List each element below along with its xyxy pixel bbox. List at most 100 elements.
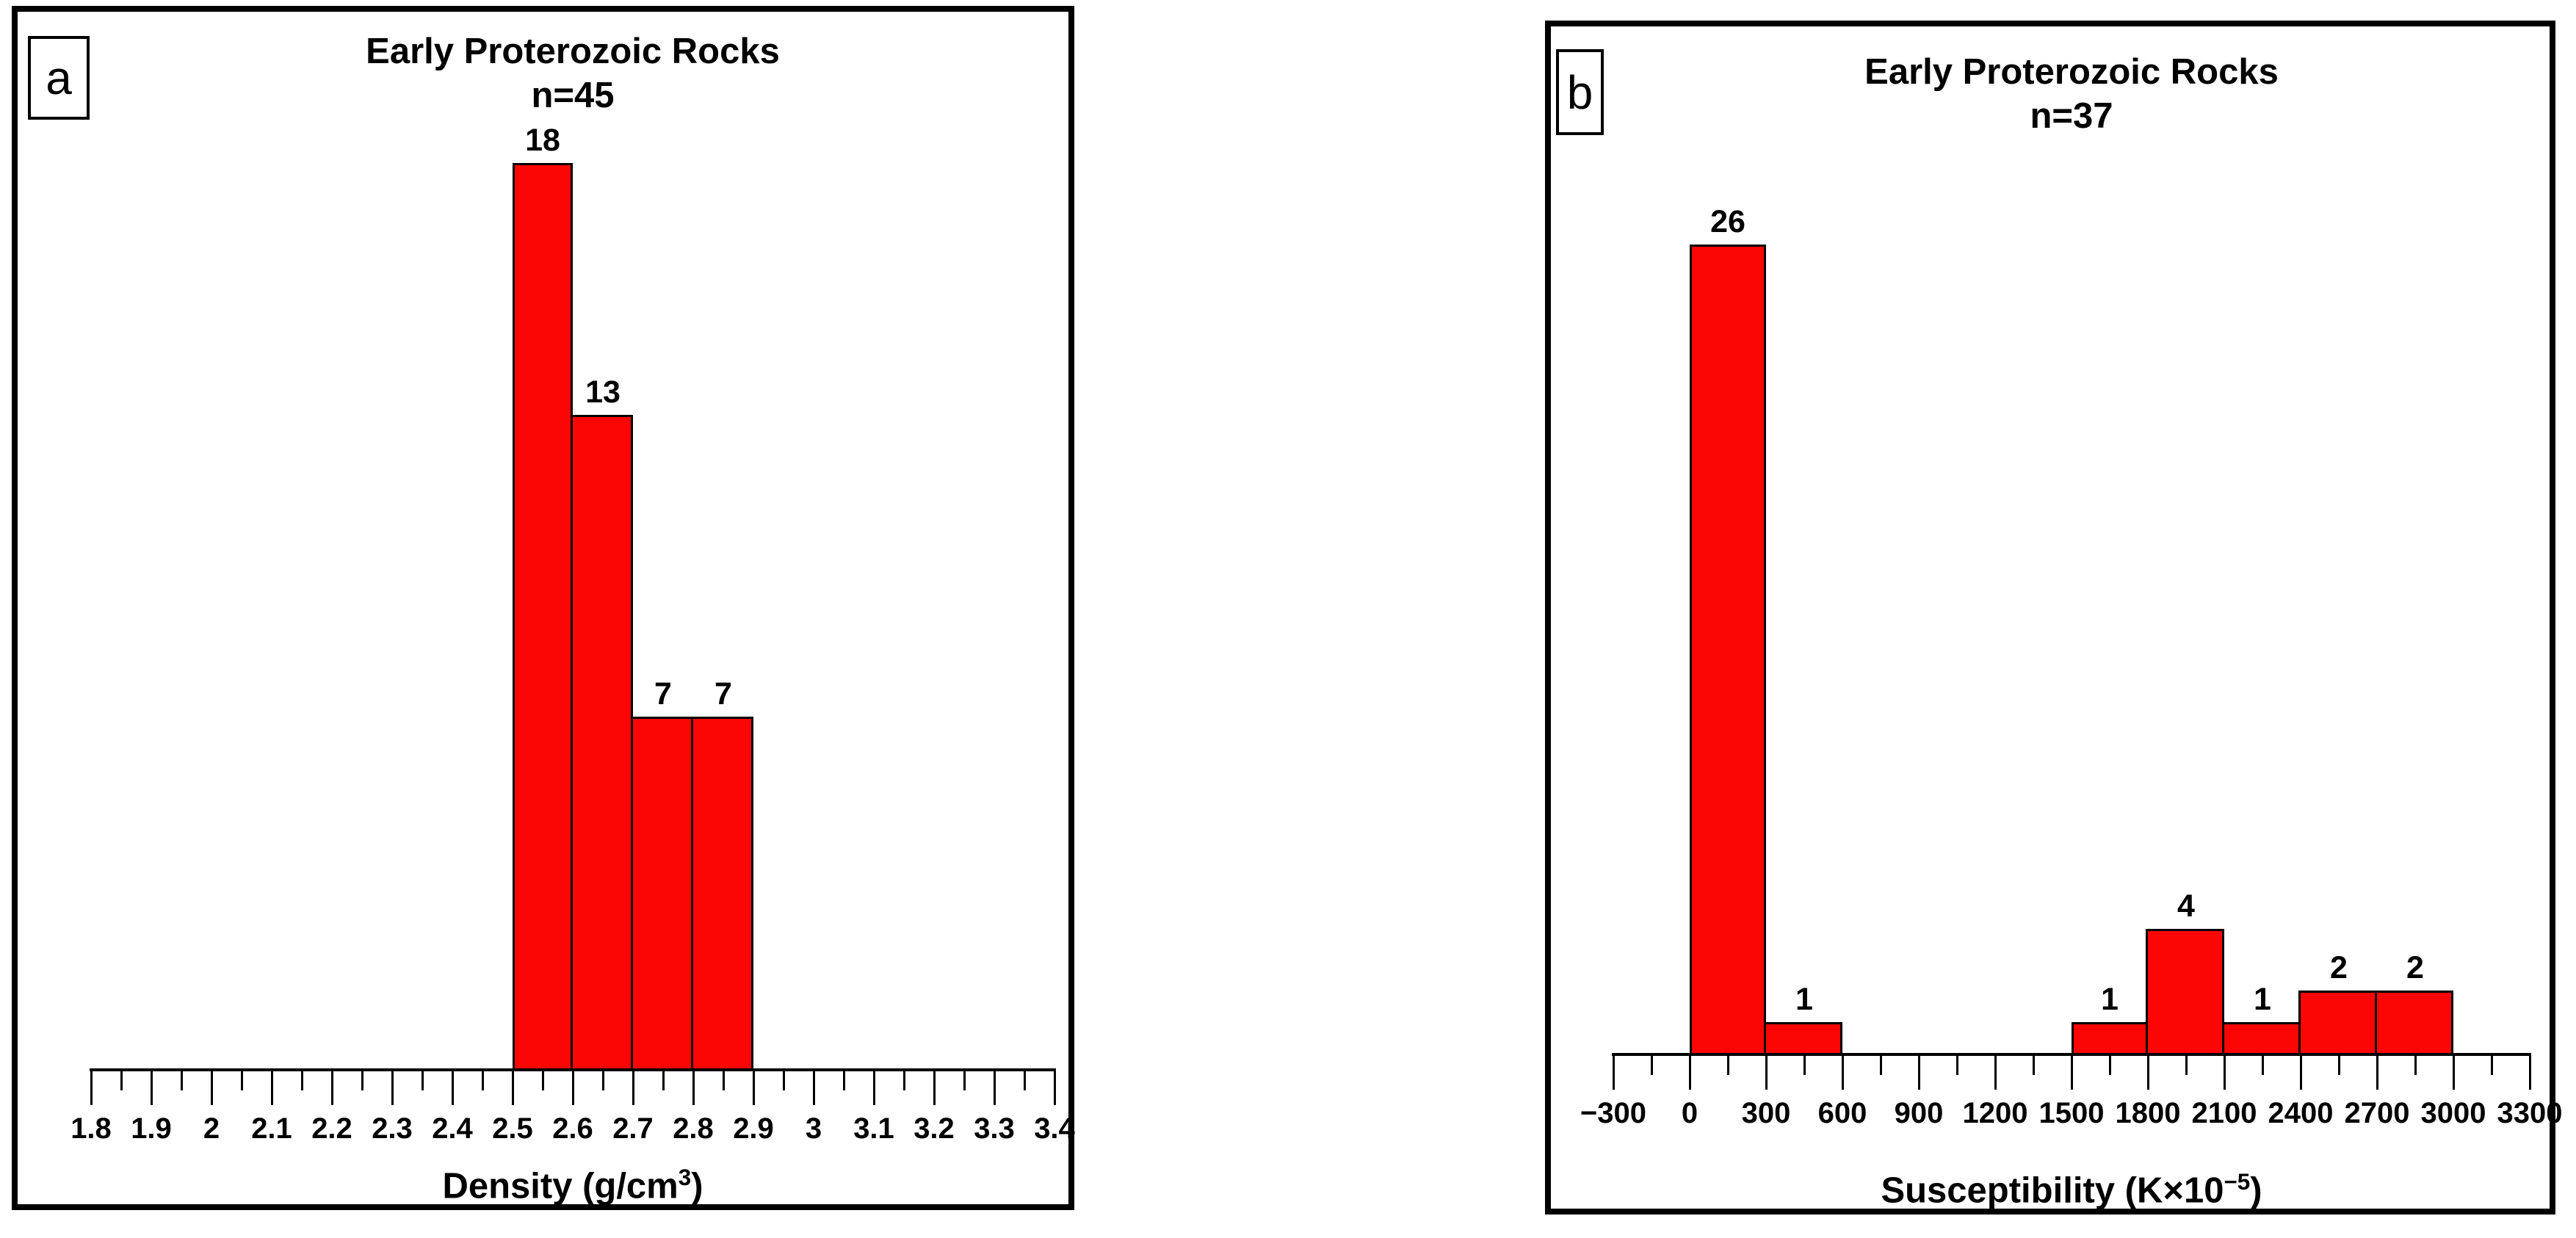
x-tick-label: 2.6 <box>552 1112 593 1145</box>
x-axis-minor-tick <box>722 1068 725 1090</box>
x-tick-label: 2700 <box>2344 1097 2410 1129</box>
x-tick-label: 3000 <box>2420 1097 2486 1129</box>
x-axis-title-close: ) <box>2250 1170 2262 1211</box>
x-axis-title: Density (g/cm3) <box>91 1165 1054 1206</box>
x-axis-minor-tick <box>541 1068 544 1090</box>
x-tick-label: 3.3 <box>974 1112 1015 1145</box>
x-axis-minor-tick <box>2032 1053 2035 1075</box>
x-axis-minor-tick <box>180 1068 183 1090</box>
x-axis-major-tick <box>391 1068 394 1105</box>
x-axis-minor-tick <box>963 1068 966 1090</box>
histogram-bar <box>1690 244 1766 1055</box>
x-tick-label: 3.1 <box>853 1112 894 1145</box>
x-axis-major-tick <box>1841 1053 1844 1090</box>
bar-count-label: 7 <box>654 676 672 712</box>
x-tick-label: 2.9 <box>733 1112 774 1145</box>
histogram-bar <box>1764 1021 1842 1055</box>
panel-a-corner-label-box: a <box>28 36 90 120</box>
x-axis-minor-tick <box>1023 1068 1026 1090</box>
x-axis-minor-tick <box>2185 1053 2188 1075</box>
x-axis-minor-tick <box>2337 1053 2340 1075</box>
x-axis-minor-tick <box>1803 1053 1806 1075</box>
bar-count-label: 1 <box>1795 981 1813 1017</box>
x-tick-label: 600 <box>1817 1097 1867 1129</box>
histogram-bar <box>691 716 753 1071</box>
x-axis-major-tick <box>511 1068 514 1105</box>
x-axis-major-tick <box>1688 1053 1691 1090</box>
x-axis-title-close: ) <box>691 1166 703 1206</box>
x-tick-label: 2.2 <box>311 1112 352 1145</box>
x-axis-minor-tick <box>2414 1053 2417 1075</box>
x-axis-title-text: Density (g/cm <box>442 1166 679 1206</box>
x-axis-major-tick <box>571 1068 574 1105</box>
panel-b-corner-label-box: b <box>1556 49 1604 135</box>
histogram-bar <box>2375 991 2453 1055</box>
x-axis-minor-tick <box>1726 1053 1729 1075</box>
x-axis-title-superscript: 3 <box>678 1165 692 1190</box>
bar-count-label: 18 <box>525 123 560 158</box>
histogram-bar <box>2298 991 2377 1055</box>
x-tick-label: 1200 <box>1962 1097 2028 1129</box>
x-axis-major-tick <box>210 1068 213 1105</box>
panel-b: b Early Proterozoic Rocks n=37 −300 0 300 6… <box>1545 21 2563 1215</box>
x-axis-major-tick <box>933 1068 936 1105</box>
x-tick-label: 2400 <box>2268 1097 2334 1129</box>
x-axis-major-tick <box>2070 1053 2073 1090</box>
x-tick-label: 3.2 <box>913 1112 955 1145</box>
x-axis-minor-tick <box>240 1068 243 1090</box>
x-axis-major-tick <box>692 1068 695 1105</box>
x-axis-minor-tick <box>2108 1053 2111 1075</box>
x-tick-label: 300 <box>1741 1097 1791 1129</box>
x-tick-label: 2 <box>203 1112 220 1145</box>
x-axis-major-tick <box>150 1068 153 1105</box>
x-tick-label: 1800 <box>2115 1097 2181 1129</box>
x-axis-major-tick <box>632 1068 634 1105</box>
x-axis-minor-tick <box>2490 1053 2493 1075</box>
x-tick-label: 900 <box>1894 1097 1944 1129</box>
x-tick-label: 2.8 <box>673 1112 714 1145</box>
x-tick-label: 3300 <box>2497 1097 2563 1129</box>
x-axis-title: Susceptibility (K×10−5) <box>1613 1169 2530 1211</box>
x-axis-major-tick <box>2528 1053 2531 1090</box>
histogram-bar <box>2222 1021 2301 1055</box>
histogram-bar <box>2146 928 2224 1055</box>
panel-a: a Early Proterozoic Rocks n=45 1.8 1.9 2 2.… <box>12 6 1075 1210</box>
x-tick-label: 1.9 <box>131 1112 172 1145</box>
x-axis-minor-tick <box>120 1068 123 1090</box>
plot-area: −300 0 300 600 900 1200 1500 1800 2100 2400 2700 30… <box>1551 26 2563 1209</box>
x-axis-minor-tick <box>481 1068 484 1090</box>
x-tick-label: 3.4 <box>1034 1112 1075 1145</box>
bar-count-label: 1 <box>2101 981 2119 1017</box>
bar-count-label: 2 <box>2406 950 2424 986</box>
bar-count-label: 13 <box>585 374 621 410</box>
x-axis-minor-tick <box>300 1068 303 1090</box>
x-tick-label: 2100 <box>2191 1097 2257 1129</box>
bar-count-label: 4 <box>2177 888 2195 924</box>
plot-area: 1.8 1.9 2 2.1 2.2 2.3 2.4 2.5 2.6 2.7 2.8 2.9 3 3.1 3.… <box>18 12 1075 1204</box>
panel-a-corner-label: a <box>46 51 72 104</box>
x-tick-label: 2.3 <box>372 1112 413 1145</box>
bar-count-label: 1 <box>2254 981 2271 1017</box>
bar-count-label: 7 <box>714 676 732 712</box>
x-tick-label: 1500 <box>2038 1097 2105 1129</box>
x-axis-minor-tick <box>1650 1053 1653 1075</box>
x-axis-major-tick <box>90 1068 93 1105</box>
x-axis-major-tick <box>2452 1053 2455 1090</box>
x-axis-minor-tick <box>902 1068 905 1090</box>
x-axis-minor-tick <box>662 1068 665 1090</box>
x-axis-minor-tick <box>1955 1053 1958 1075</box>
x-axis-major-tick <box>2299 1053 2302 1090</box>
x-axis-title-text: Susceptibility (K×10 <box>1881 1170 2224 1211</box>
x-tick-label: 2.1 <box>251 1112 292 1145</box>
x-axis-major-tick <box>1612 1053 1615 1090</box>
x-axis-major-tick <box>1917 1053 1920 1090</box>
x-tick-label: 2.7 <box>612 1112 654 1145</box>
x-tick-label: 2.4 <box>432 1112 473 1145</box>
x-axis-minor-tick <box>782 1068 785 1090</box>
x-tick-label: 0 <box>1681 1097 1698 1129</box>
x-tick-label: 2.5 <box>492 1112 533 1145</box>
x-axis-major-tick <box>2223 1053 2226 1090</box>
x-axis-major-tick <box>812 1068 815 1105</box>
histogram-bar <box>2072 1021 2148 1055</box>
x-axis-major-tick <box>752 1068 755 1105</box>
